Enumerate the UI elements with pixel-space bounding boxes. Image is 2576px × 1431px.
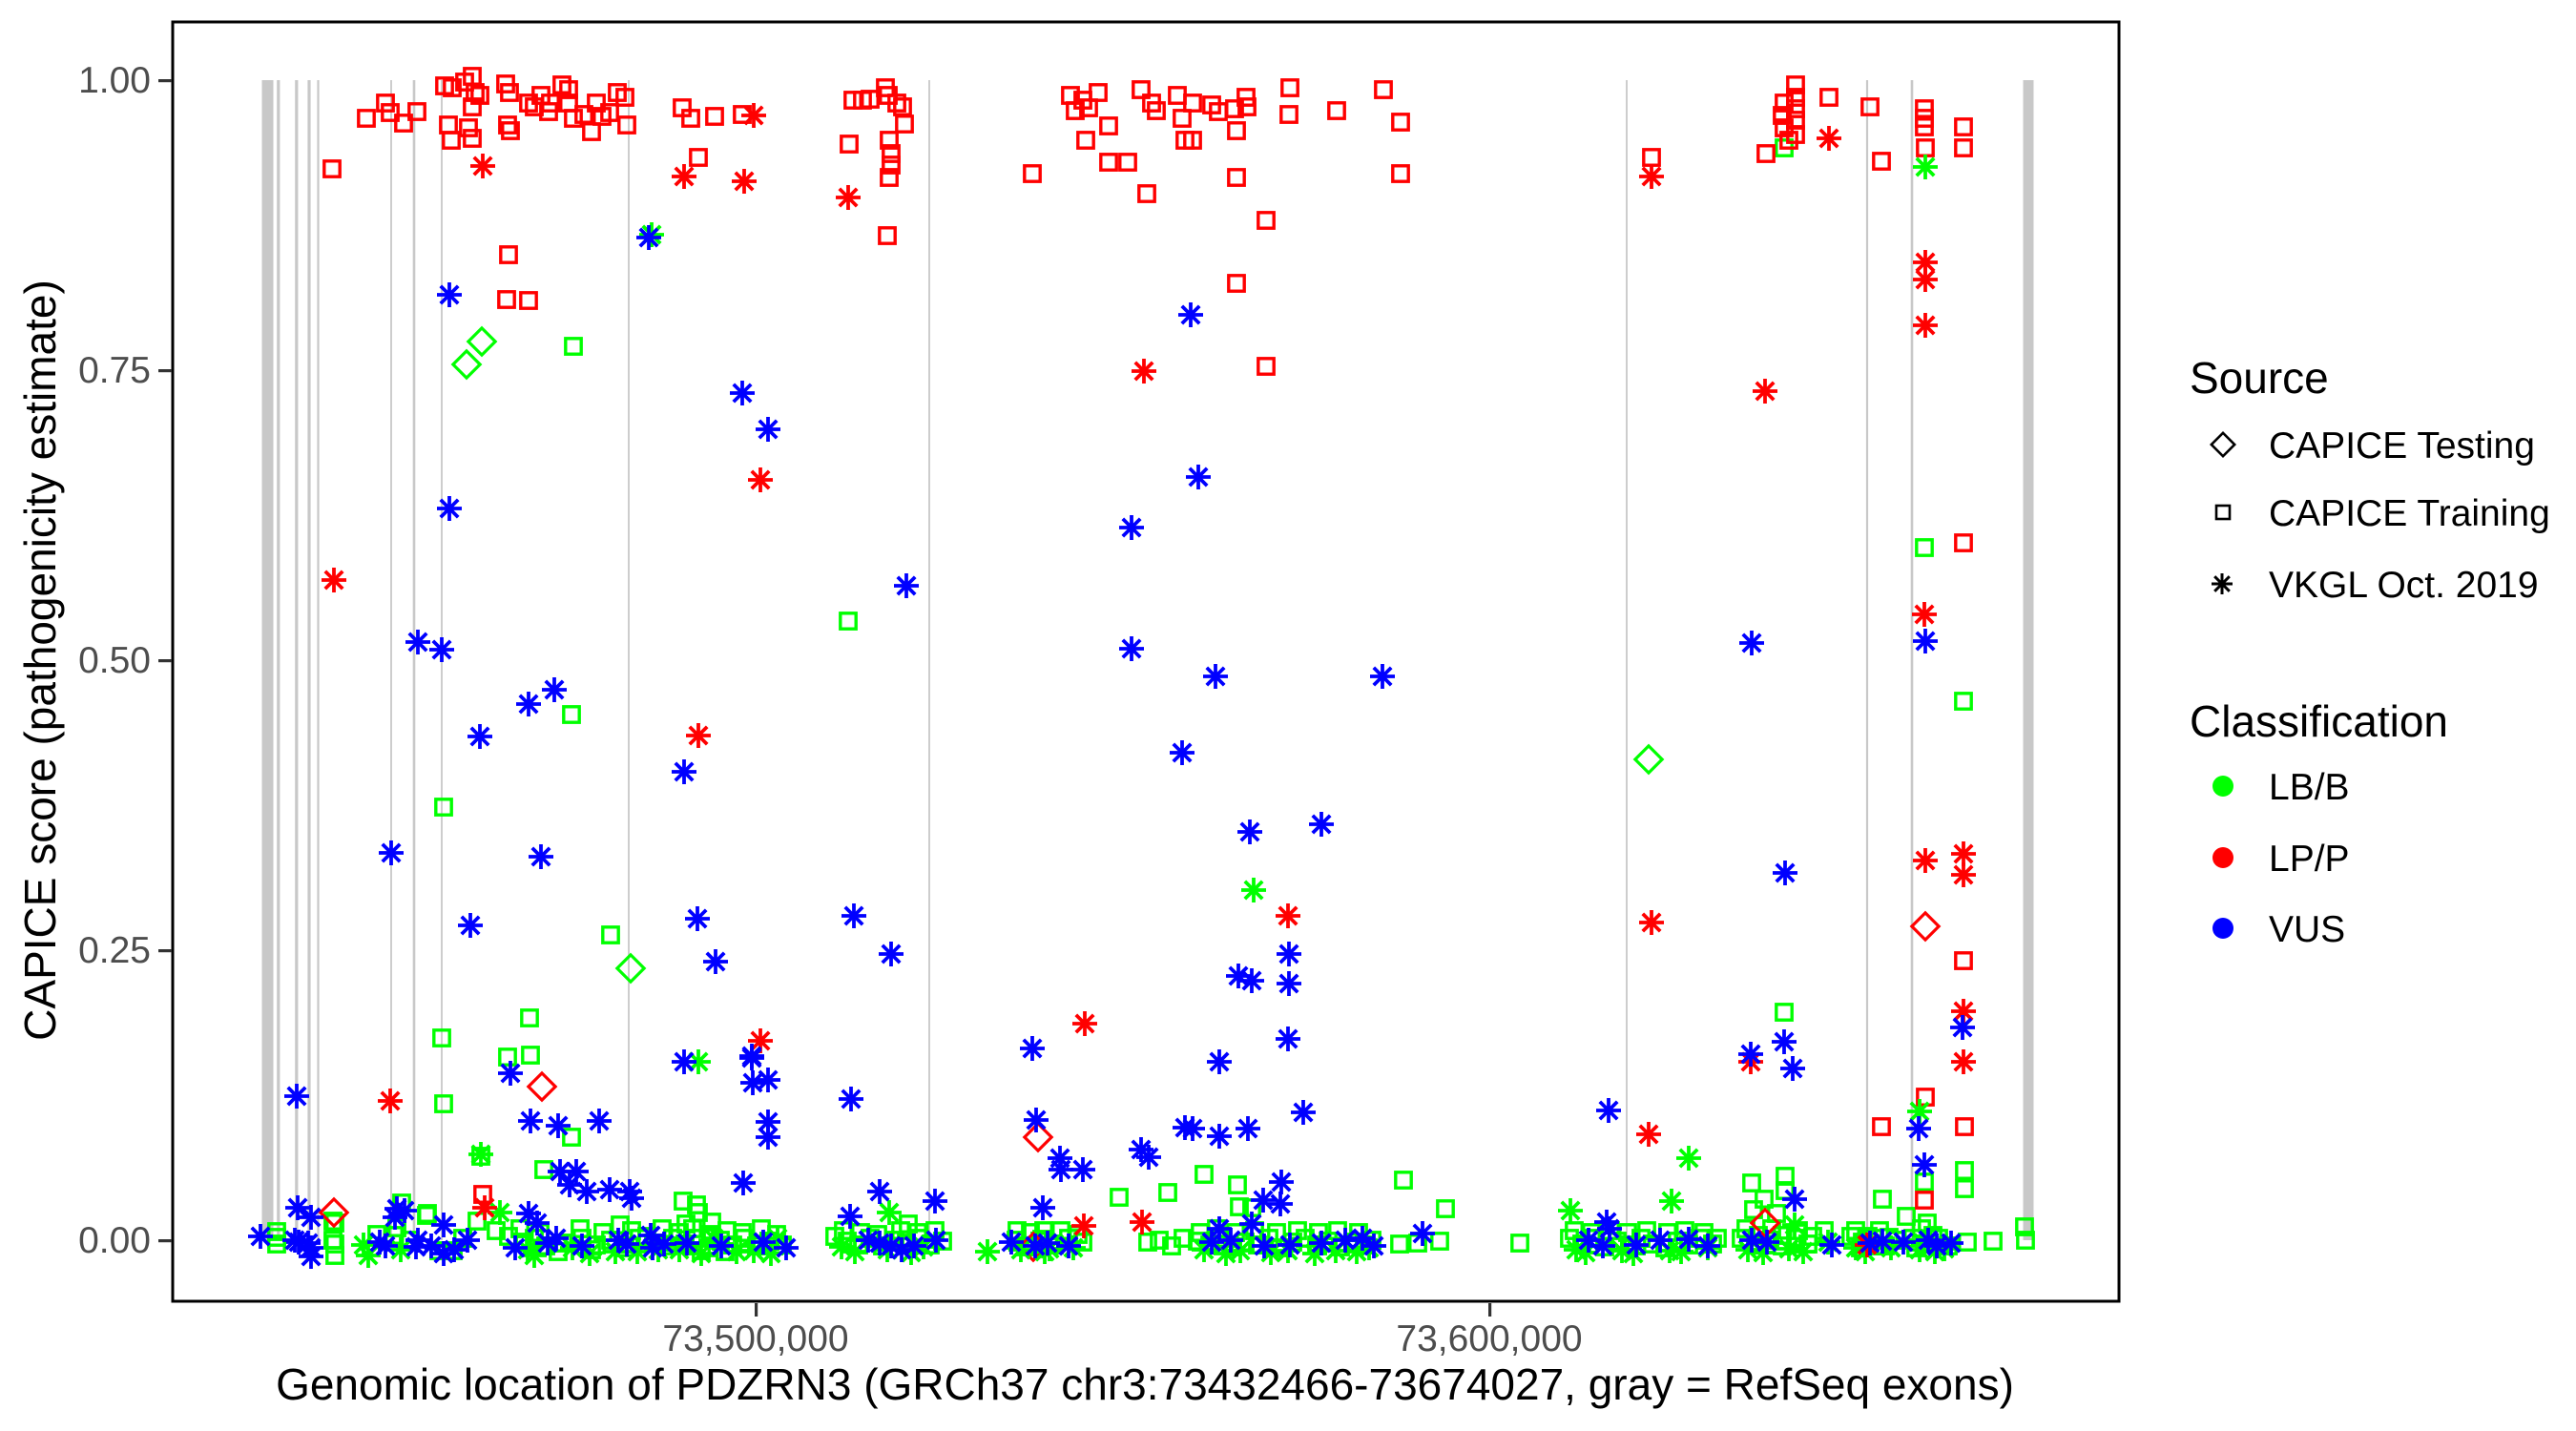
svg-text:0.75: 0.75	[78, 350, 151, 391]
svg-text:Genomic location of PDZRN3 (GR: Genomic location of PDZRN3 (GRCh37 chr3:…	[276, 1359, 2014, 1409]
svg-text:0.50: 0.50	[78, 640, 151, 681]
svg-text:VUS: VUS	[2269, 909, 2345, 950]
svg-text:73,500,000: 73,500,000	[662, 1318, 848, 1359]
svg-text:CAPICE Training: CAPICE Training	[2269, 493, 2550, 534]
svg-text:LP/P: LP/P	[2269, 839, 2350, 880]
svg-text:1.00: 1.00	[78, 60, 151, 101]
svg-text:0.25: 0.25	[78, 930, 151, 971]
svg-text:LB/B: LB/B	[2269, 767, 2350, 808]
svg-text:73,600,000: 73,600,000	[1396, 1318, 1582, 1359]
svg-text:Classification: Classification	[2190, 696, 2448, 746]
svg-text:CAPICE Testing: CAPICE Testing	[2269, 425, 2535, 467]
svg-text:0.00: 0.00	[78, 1220, 151, 1261]
svg-text:Source: Source	[2190, 353, 2329, 403]
svg-text:VKGL Oct. 2019: VKGL Oct. 2019	[2269, 565, 2539, 606]
svg-text:CAPICE score (pathogenicity es: CAPICE score (pathogenicity estimate)	[15, 280, 65, 1041]
